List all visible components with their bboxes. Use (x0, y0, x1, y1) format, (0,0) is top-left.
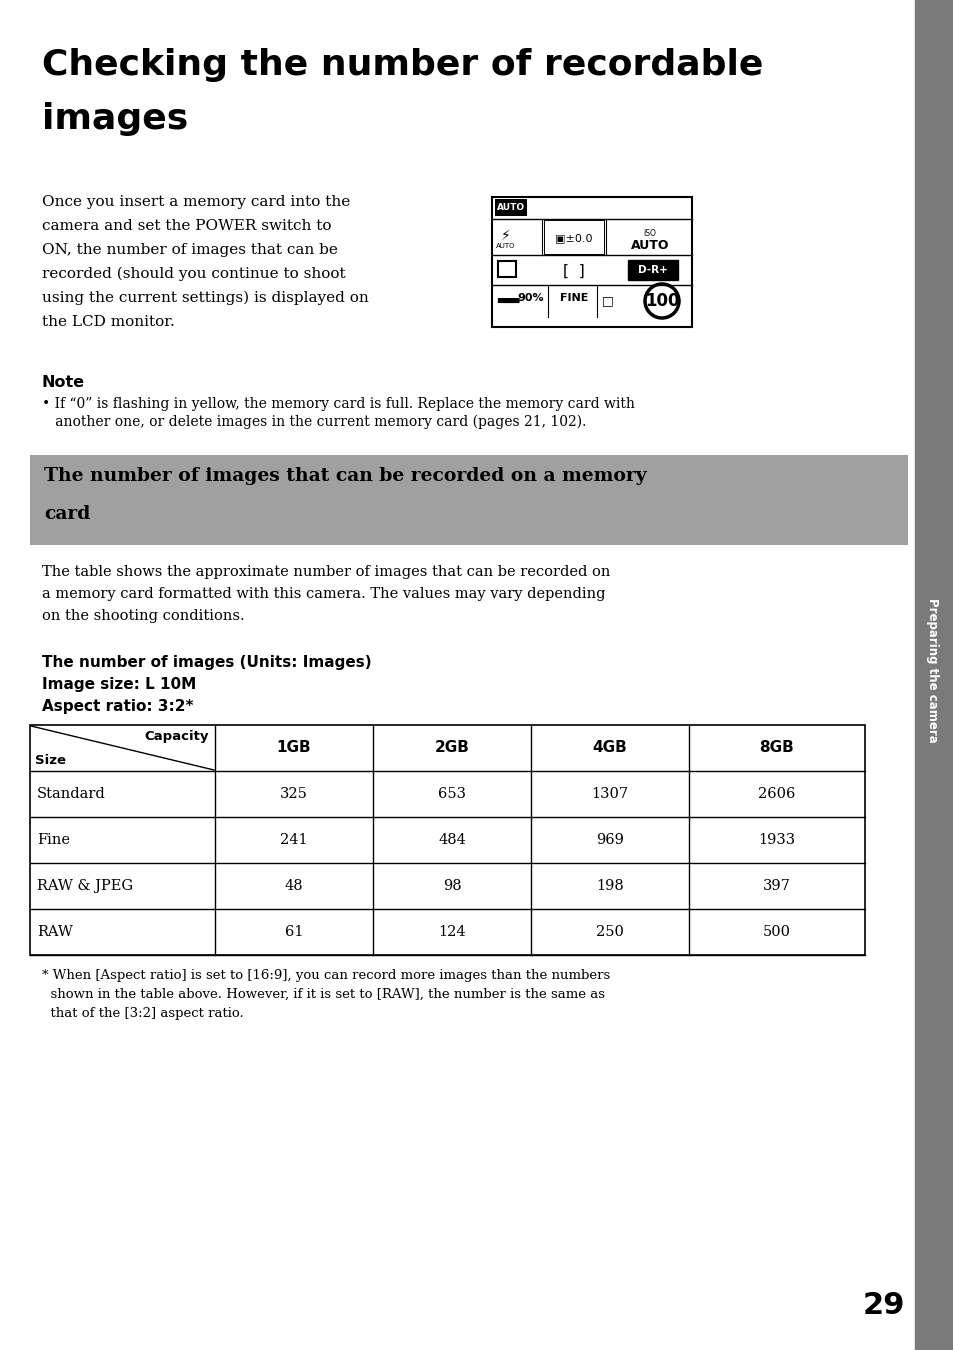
Text: ON, the number of images that can be: ON, the number of images that can be (42, 243, 337, 256)
Text: camera and set the POWER switch to: camera and set the POWER switch to (42, 219, 331, 234)
Bar (627, 261, 678, 279)
Text: 241: 241 (280, 833, 308, 846)
Text: [  ]: [ ] (562, 265, 584, 279)
Text: AUTO: AUTO (496, 243, 516, 248)
Text: 90%: 90% (517, 293, 543, 302)
Bar (30, 725, 864, 954)
Text: 124: 124 (437, 925, 465, 940)
Text: 1933: 1933 (758, 833, 795, 846)
Text: 29: 29 (862, 1291, 904, 1320)
Text: Preparing the camera: Preparing the camera (925, 598, 939, 742)
Text: AUTO: AUTO (630, 239, 669, 252)
Text: The number of images that can be recorded on a memory: The number of images that can be recorde… (44, 467, 646, 485)
Text: ▄▄▄: ▄▄▄ (497, 293, 519, 302)
Text: AUTO: AUTO (497, 202, 524, 212)
Text: 4GB: 4GB (592, 741, 627, 756)
Text: 1GB: 1GB (276, 741, 311, 756)
Bar (497, 261, 516, 277)
Text: Fine: Fine (37, 833, 70, 846)
Text: 1307: 1307 (591, 787, 628, 801)
Text: The number of images (Units: Images): The number of images (Units: Images) (42, 655, 372, 670)
Bar (914, 0, 953, 1350)
Text: Aspect ratio: 3:2*: Aspect ratio: 3:2* (42, 699, 193, 714)
Text: 484: 484 (437, 833, 465, 846)
Text: 100: 100 (644, 292, 679, 311)
Text: ▣±0.0: ▣±0.0 (555, 234, 592, 243)
Text: D-R+: D-R+ (638, 265, 667, 275)
Text: Size: Size (35, 755, 66, 767)
Text: Checking the number of recordable: Checking the number of recordable (42, 49, 762, 82)
Bar (495, 198, 526, 216)
Text: Standard: Standard (37, 787, 106, 801)
Text: 969: 969 (596, 833, 623, 846)
Text: card: card (44, 505, 91, 522)
Text: 8GB: 8GB (759, 741, 794, 756)
Text: shown in the table above. However, if it is set to [RAW], the number is the same: shown in the table above. However, if it… (42, 988, 604, 1000)
Text: Once you insert a memory card into the: Once you insert a memory card into the (42, 194, 350, 209)
Text: a memory card formatted with this camera. The values may vary depending: a memory card formatted with this camera… (42, 587, 605, 601)
Text: images: images (42, 103, 188, 136)
Text: 61: 61 (284, 925, 303, 940)
Text: 500: 500 (762, 925, 790, 940)
Text: The table shows the approximate number of images that can be recorded on: The table shows the approximate number o… (42, 566, 610, 579)
Bar (30, 455, 907, 545)
Text: 2606: 2606 (758, 787, 795, 801)
Text: • If “0” is flashing in yellow, the memory card is full. Replace the memory card: • If “0” is flashing in yellow, the memo… (42, 397, 634, 410)
Text: RAW & JPEG: RAW & JPEG (37, 879, 133, 892)
Text: □: □ (601, 294, 613, 306)
Text: 2GB: 2GB (435, 741, 469, 756)
Text: 653: 653 (437, 787, 465, 801)
Bar (543, 220, 603, 254)
Text: 198: 198 (596, 879, 623, 892)
Text: ⚡: ⚡ (500, 230, 511, 243)
Text: 250: 250 (596, 925, 623, 940)
Text: 397: 397 (762, 879, 790, 892)
Text: 48: 48 (284, 879, 303, 892)
Text: 98: 98 (442, 879, 461, 892)
Text: * When [Aspect ratio] is set to [16:9], you can record more images than the numb: * When [Aspect ratio] is set to [16:9], … (42, 969, 610, 981)
Bar (492, 197, 691, 327)
Text: FINE: FINE (559, 293, 588, 302)
Text: Note: Note (42, 375, 85, 390)
Text: on the shooting conditions.: on the shooting conditions. (42, 609, 244, 622)
Text: the LCD monitor.: the LCD monitor. (42, 315, 174, 329)
Text: that of the [3:2] aspect ratio.: that of the [3:2] aspect ratio. (42, 1007, 244, 1021)
Text: ISO: ISO (643, 230, 656, 238)
Text: 325: 325 (280, 787, 308, 801)
Text: Capacity: Capacity (144, 730, 209, 742)
Text: recorded (should you continue to shoot: recorded (should you continue to shoot (42, 267, 345, 281)
Text: RAW: RAW (37, 925, 72, 940)
Text: another one, or delete images in the current memory card (pages 21, 102).: another one, or delete images in the cur… (42, 414, 586, 429)
Text: using the current settings) is displayed on: using the current settings) is displayed… (42, 292, 369, 305)
Text: Image size: L 10M: Image size: L 10M (42, 676, 196, 693)
